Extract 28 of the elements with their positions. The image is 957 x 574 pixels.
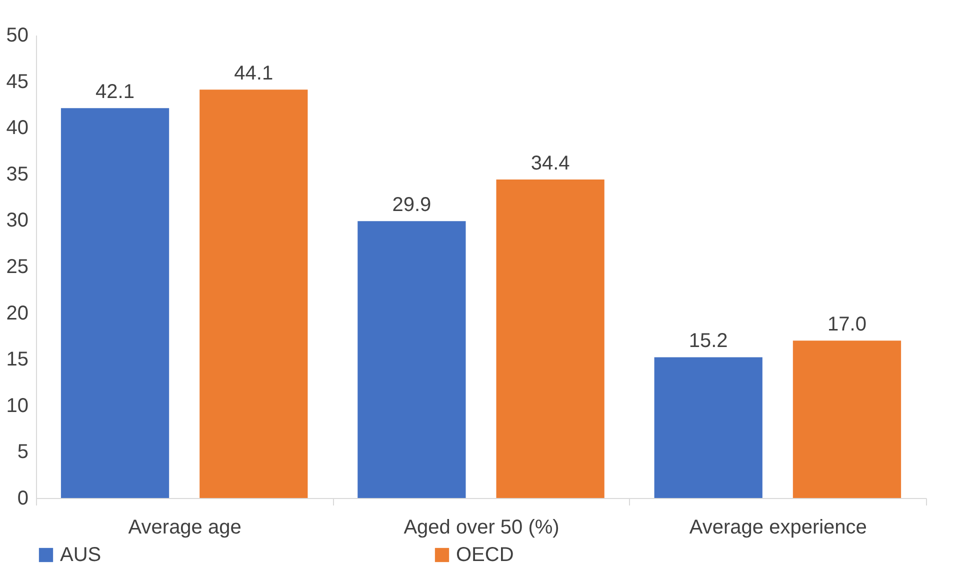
bar [496, 179, 604, 498]
y-tick-label: 50 [6, 24, 28, 46]
bar [654, 357, 762, 498]
y-tick-label: 35 [6, 163, 28, 186]
data-label: 44.1 [234, 62, 274, 85]
bar [358, 221, 466, 498]
y-tick-label: 40 [6, 117, 28, 140]
y-tick-label: 5 [17, 441, 28, 464]
x-tick-label: Aged over 50 (%) [404, 516, 560, 538]
bar [200, 90, 308, 498]
legend-label: AUS [60, 544, 102, 566]
y-tick-label: 45 [6, 70, 28, 93]
x-tick-label: Average age [128, 516, 242, 538]
x-tick-label: Average experience [689, 516, 867, 538]
legend-label: OECD [456, 544, 514, 566]
data-label: 42.1 [96, 81, 134, 104]
data-label: 29.9 [392, 194, 432, 216]
y-tick-label: 30 [6, 210, 28, 232]
data-label: 15.2 [688, 330, 728, 352]
y-tick-label: 20 [6, 302, 28, 324]
y-tick-label: 0 [17, 488, 28, 510]
y-tick-label: 15 [6, 348, 28, 371]
y-tick-label: 10 [6, 394, 28, 417]
bar [792, 340, 902, 498]
data-label: 17.0 [828, 314, 866, 336]
bar [60, 108, 170, 498]
y-tick-label: 25 [6, 256, 28, 278]
data-label: 34.4 [530, 152, 570, 174]
